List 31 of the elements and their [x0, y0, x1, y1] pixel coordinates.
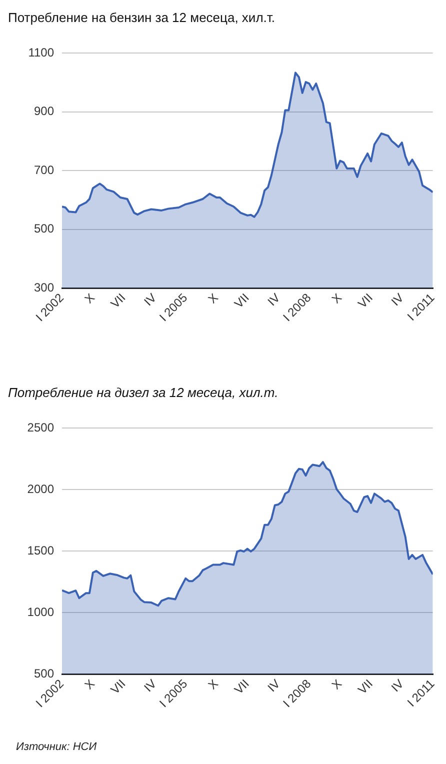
x-tick-label: VII [355, 676, 376, 697]
x-tick-label: VII [355, 290, 376, 311]
x-tick-label: IV [141, 290, 160, 309]
x-tick-label: X [82, 290, 98, 306]
text: Източник: НСИ [15, 741, 98, 753]
x-tick-label: X [205, 290, 221, 306]
y-tick-label: 500 [34, 666, 54, 680]
x-tick-label: IV [388, 290, 406, 309]
x-tick-label: IV [141, 676, 160, 695]
x-tick-label: VII [108, 676, 128, 697]
x-tick-label: VII [232, 290, 252, 311]
y-tick-label: 500 [34, 222, 54, 236]
y-tick-label: 900 [34, 104, 54, 118]
x-tick-label: X [329, 290, 345, 306]
y-tick-label: 1500 [27, 543, 54, 558]
x-tick-label: X [82, 676, 98, 692]
x-tick-label: VII [108, 290, 128, 311]
x-tick-label: IV [264, 290, 283, 309]
x-tick-label: X [205, 676, 221, 692]
y-tick-label: 1100 [28, 45, 54, 60]
y-tick-label: 1000 [27, 604, 54, 619]
y-tick-label: 2500 [27, 420, 54, 434]
x-tick-label: X [329, 676, 345, 692]
chart-title: Потребление на бензин за 12 месеца, хил.т. [7, 9, 276, 27]
x-tick-label: VII [232, 676, 252, 697]
chart-title: Потребление на дизел за 12 месеца, хил.т. [7, 384, 280, 402]
x-tick-label: IV [264, 676, 283, 695]
y-tick-label: 2000 [27, 482, 54, 496]
x-tick-label: IV [388, 676, 406, 695]
y-tick-label: 700 [34, 162, 54, 177]
y-tick-label: 300 [34, 280, 54, 294]
